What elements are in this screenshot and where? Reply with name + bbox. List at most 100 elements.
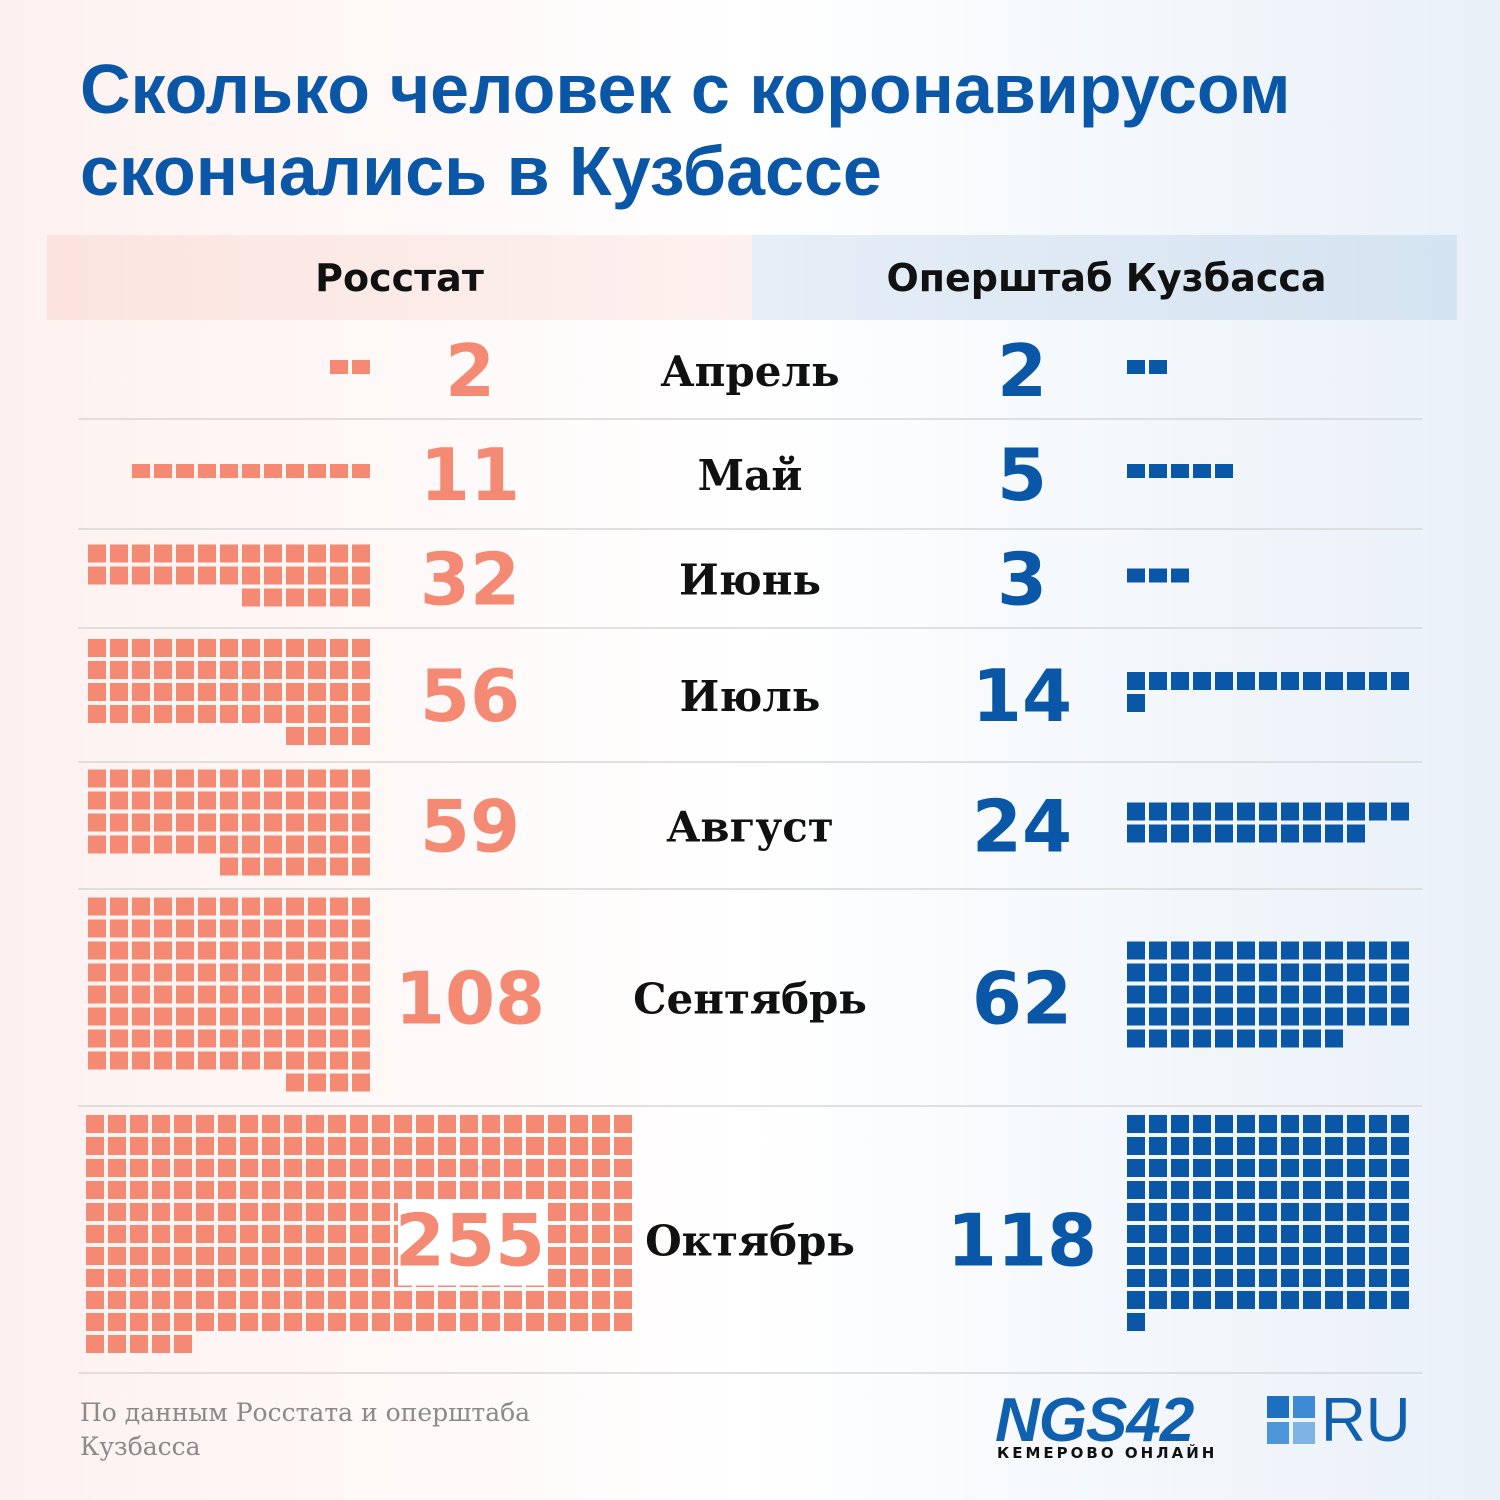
opershtab-square [1347,1203,1365,1221]
rosstat-square [110,941,128,960]
rosstat-square [330,727,348,745]
rosstat-square [308,705,326,723]
opershtab-square [1391,1269,1409,1287]
opershtab-square [1325,941,1343,960]
opershtab-square [1171,1115,1189,1133]
rosstat-square [132,897,150,916]
rosstat-square [286,769,304,788]
opershtab-squares [1127,672,1409,712]
rosstat-square [174,1291,192,1309]
rosstat-square [88,566,106,585]
rosstat-square [154,791,172,810]
rosstat-square [132,661,150,679]
opershtab-square [1347,1159,1365,1177]
opershtab-square [1325,1225,1343,1243]
rosstat-square [196,1225,214,1243]
opershtab-square [1347,1291,1365,1309]
opershtab-square [1193,672,1211,690]
opershtab-square [1347,824,1365,843]
rosstat-square [218,1203,236,1221]
opershtab-square [1369,1159,1387,1177]
opershtab-square [1259,985,1277,1004]
rosstat-square [152,1269,170,1287]
opershtab-square [1149,824,1167,843]
rosstat-square [110,661,128,679]
rosstat-square [548,1159,566,1177]
opershtab-square [1281,802,1299,821]
rosstat-square [328,1137,346,1155]
opershtab-square [1149,1225,1167,1243]
rosstat-square [286,941,304,960]
opershtab-square [1193,1203,1211,1221]
opershtab-square [1325,824,1343,843]
rosstat-square [198,897,216,916]
rosstat-square [614,1137,632,1155]
opershtab-square [1215,1181,1233,1199]
rosstat-square [330,464,348,478]
rosstat-square [570,1137,588,1155]
opershtab-square [1303,963,1321,982]
opershtab-square [1127,464,1145,478]
rosstat-square [264,1007,282,1026]
opershtab-square [1193,1007,1211,1026]
rosstat-square [198,705,216,723]
rosstat-square [526,1291,544,1309]
rosstat-square [308,835,326,854]
rosstat-square [198,791,216,810]
rosstat-square [328,1291,346,1309]
rosstat-square [330,1029,348,1048]
opershtab-square [1369,985,1387,1004]
rosstat-square [264,919,282,938]
opershtab-square [1127,694,1145,712]
source-line-1: По данным Росстата и оперштаба [80,1398,531,1427]
rosstat-square [196,1115,214,1133]
rosstat-square [330,705,348,723]
rosstat-square [220,464,238,478]
rosstat-square [198,683,216,701]
opershtab-square [1347,1115,1365,1133]
opershtab-square [1193,1269,1211,1287]
opershtab-square [1193,963,1211,982]
opershtab-square [1303,802,1321,821]
rosstat-square [242,566,260,585]
rosstat-square [352,566,370,585]
rosstat-square [592,1137,610,1155]
rosstat-square [240,1225,258,1243]
rosstat-square [176,919,194,938]
opershtab-square [1149,1291,1167,1309]
rosstat-square [416,1313,434,1331]
rosstat-square [220,639,238,657]
rosstat-square [152,1203,170,1221]
rosstat-square [176,683,194,701]
opershtab-square [1259,963,1277,982]
opershtab-square [1171,672,1189,690]
rosstat-square [176,464,194,478]
rosstat-square [198,544,216,563]
opershtab-square [1237,1159,1255,1177]
rosstat-squares [132,464,370,478]
opershtab-square [1215,824,1233,843]
opershtab-square [1281,941,1299,960]
opershtab-square [1303,672,1321,690]
rosstat-square [330,360,348,374]
opershtab-square [1237,1115,1255,1133]
opershtab-square [1193,1247,1211,1265]
rosstat-square [308,683,326,701]
opershtab-square [1237,802,1255,821]
rosstat-square [614,1181,632,1199]
opershtab-square [1127,824,1145,843]
rosstat-square [174,1203,192,1221]
rosstat-square [220,941,238,960]
rosstat-square [308,769,326,788]
opershtab-square [1325,963,1343,982]
month-label: Июль [680,672,821,721]
rosstat-square [110,1007,128,1026]
rosstat-square [328,1313,346,1331]
opershtab-square [1149,1203,1167,1221]
rosstat-square [220,813,238,832]
rosstat-square [350,1137,368,1155]
rosstat-square [306,1225,324,1243]
rosstat-square [242,791,260,810]
rosstat-square [262,1159,280,1177]
rosstat-square [110,1051,128,1070]
